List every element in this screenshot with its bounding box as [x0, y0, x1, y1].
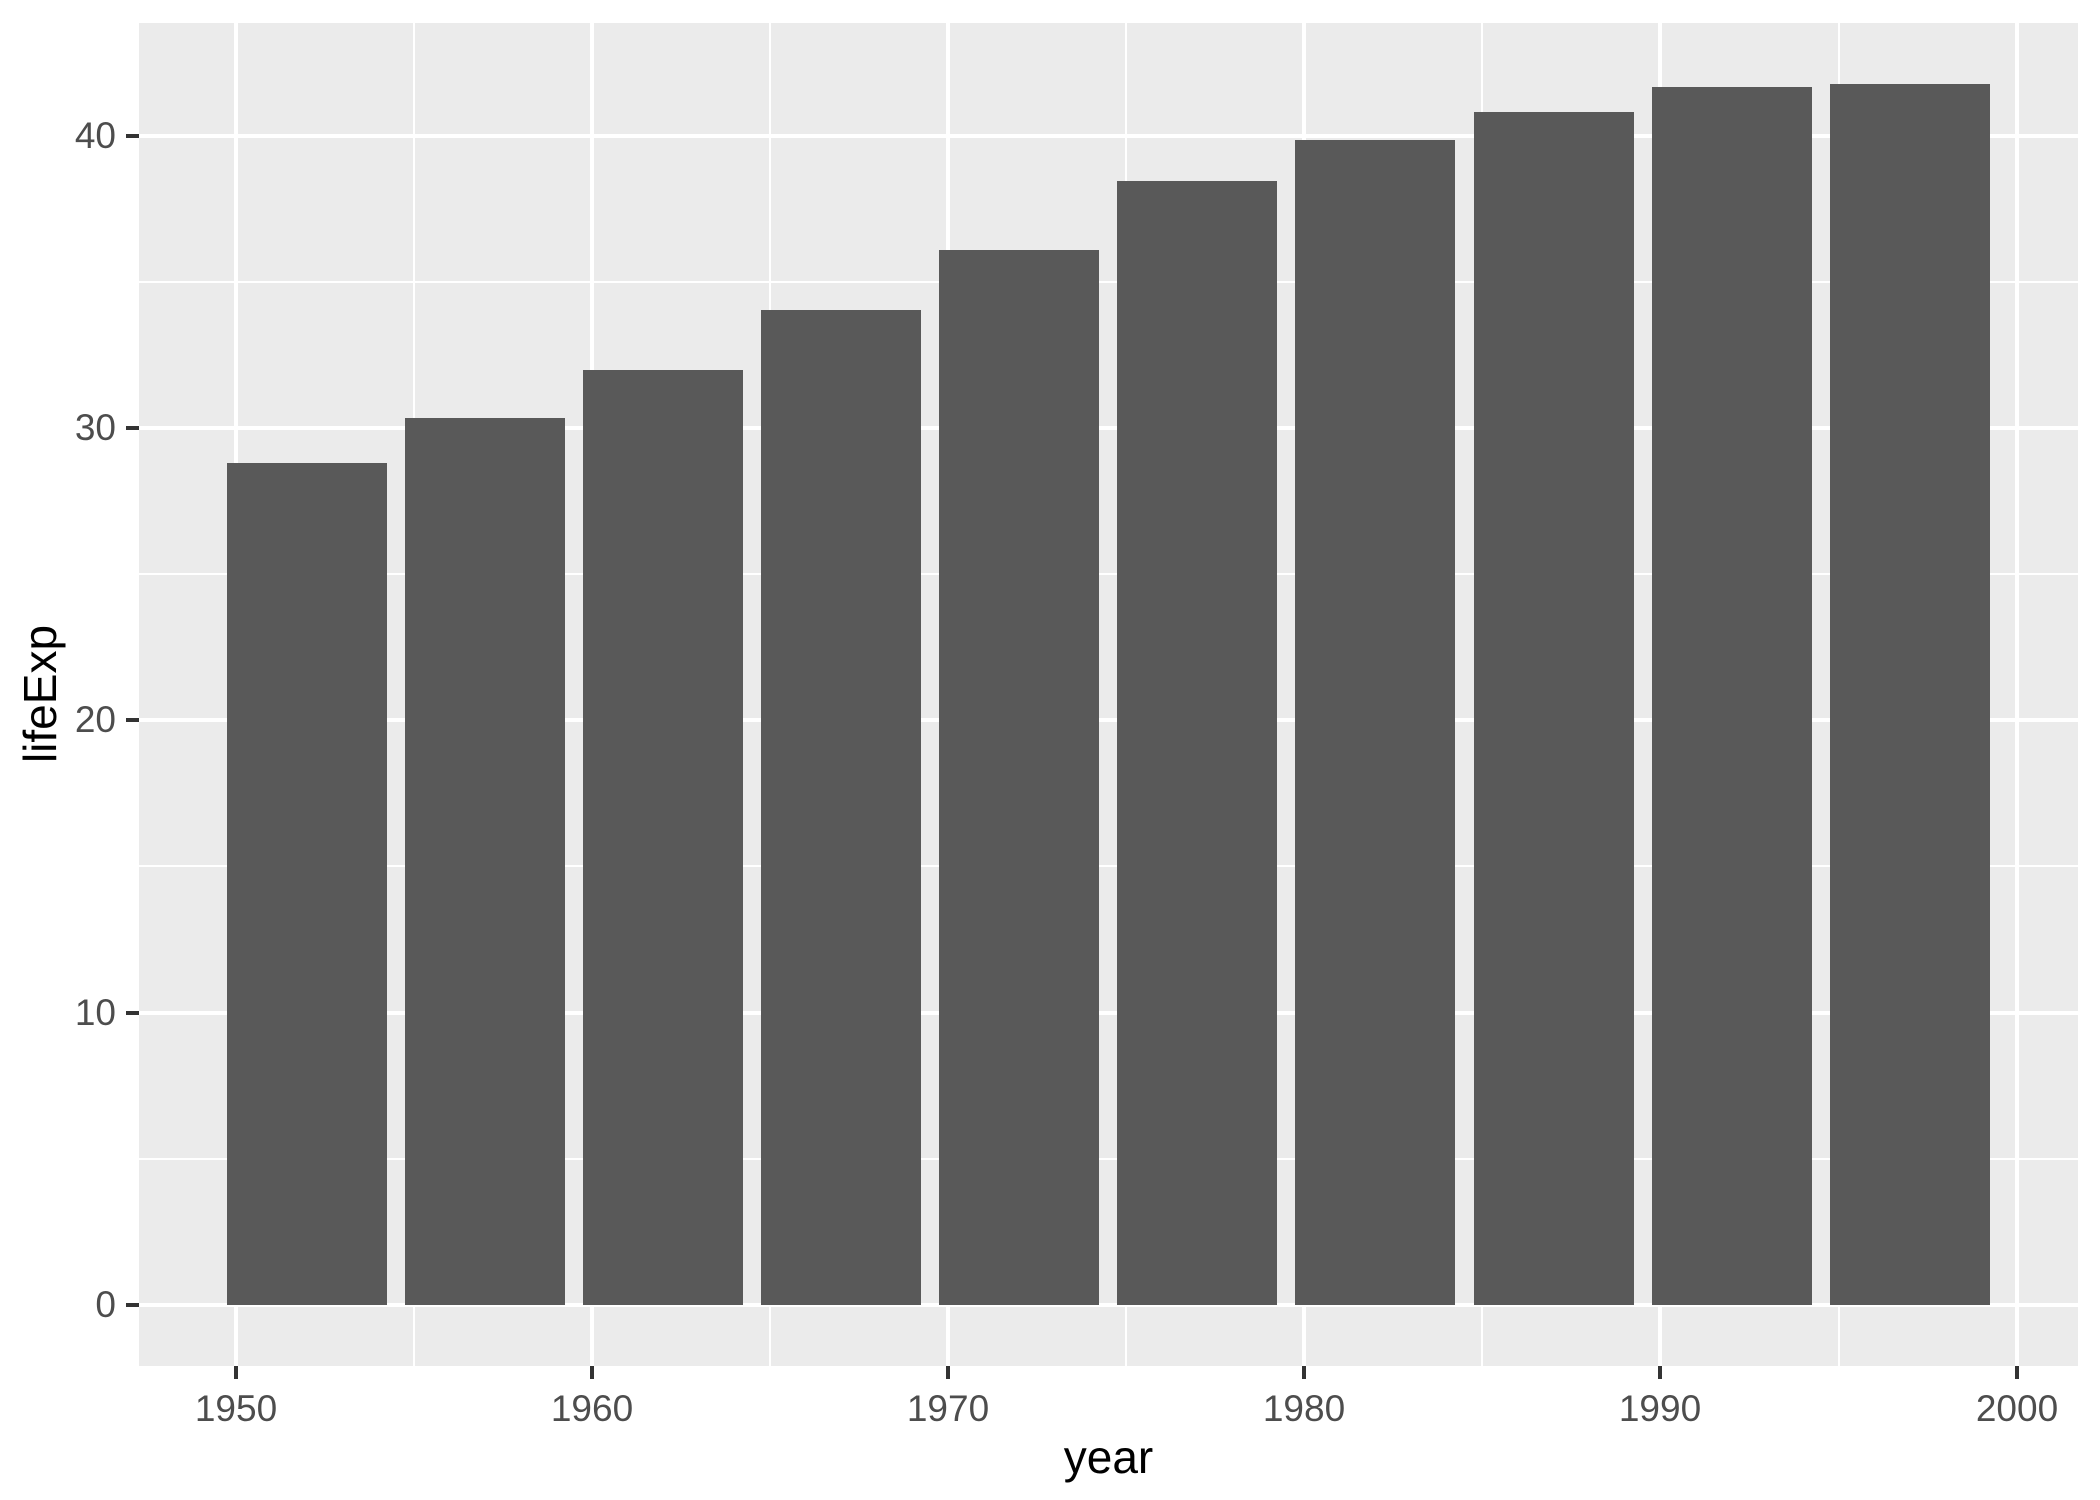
gridline-major-horizontal: [139, 1011, 2078, 1015]
y-axis-tick-mark: [126, 426, 139, 430]
bar-1957: [405, 418, 565, 1305]
y-axis-tick-label: 30: [74, 407, 116, 448]
bar-1967: [761, 310, 921, 1305]
bar-1962: [583, 370, 743, 1305]
x-axis-tick-mark: [1658, 1366, 1662, 1379]
y-axis-tick-mark: [126, 1303, 139, 1307]
x-axis-tick-mark: [2015, 1366, 2019, 1379]
gridline-major-horizontal: [139, 718, 2078, 722]
x-axis-tick-mark: [1302, 1366, 1306, 1379]
bar-1987: [1474, 112, 1634, 1305]
bar-1992: [1652, 87, 1812, 1305]
y-axis-tick-mark: [126, 1011, 139, 1015]
gridline-major-horizontal: [139, 1303, 2078, 1307]
y-axis-tick-label: 20: [74, 699, 116, 740]
y-axis-title: lifeExp: [14, 624, 66, 764]
bar-1972: [939, 250, 1099, 1305]
y-axis-tick-mark: [126, 718, 139, 722]
bar-1952: [227, 463, 387, 1305]
bar-1997: [1830, 84, 1990, 1305]
gridline-major-vertical: [2015, 23, 2019, 1366]
x-axis-title: year: [1063, 1431, 1154, 1483]
x-axis-tick-label: 1970: [906, 1388, 990, 1429]
x-axis-tick-mark: [234, 1366, 238, 1379]
y-axis-tick-label: 10: [74, 992, 116, 1033]
x-axis-tick-label: 2000: [1975, 1388, 2059, 1429]
gridline-minor-horizontal: [139, 281, 2078, 283]
x-axis-tick-mark: [946, 1366, 950, 1379]
bar-1977: [1117, 181, 1277, 1305]
bar-1982: [1295, 140, 1455, 1305]
gridline-minor-horizontal: [139, 573, 2078, 575]
x-axis-tick-mark: [590, 1366, 594, 1379]
gridline-minor-horizontal: [139, 1158, 2078, 1160]
y-axis-tick-mark: [126, 134, 139, 138]
x-axis-tick-label: 1990: [1618, 1388, 1702, 1429]
plot-panel: [139, 23, 2078, 1366]
x-axis-tick-label: 1960: [550, 1388, 634, 1429]
gridline-major-horizontal: [139, 426, 2078, 430]
y-axis-tick-label: 0: [95, 1284, 116, 1325]
x-axis-tick-label: 1950: [194, 1388, 278, 1429]
x-axis-tick-label: 1980: [1262, 1388, 1346, 1429]
gridline-major-horizontal: [139, 134, 2078, 138]
gridline-minor-horizontal: [139, 865, 2078, 867]
y-axis-tick-label: 40: [74, 115, 116, 156]
